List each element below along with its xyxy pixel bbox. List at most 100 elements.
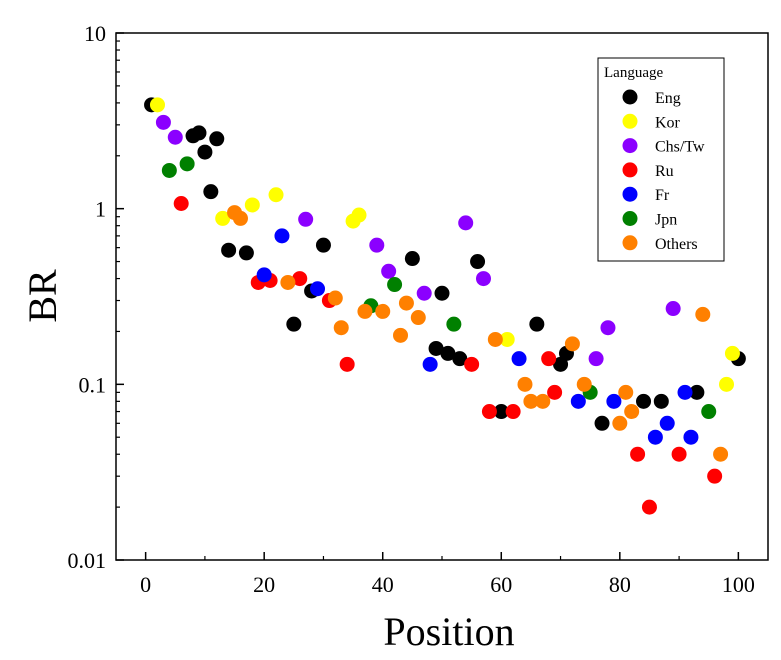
data-point-fr	[647, 429, 663, 445]
data-point-chs-tw	[167, 129, 183, 145]
data-point-eng	[440, 345, 456, 361]
data-point-ru	[641, 499, 657, 515]
data-point-others	[398, 295, 414, 311]
data-point-ru	[630, 446, 646, 462]
data-point-kor	[351, 207, 367, 223]
data-point-others	[535, 393, 551, 409]
data-point-fr	[659, 415, 675, 431]
x-tick-label: 40	[372, 572, 394, 597]
data-point-fr	[570, 393, 586, 409]
data-point-others	[393, 327, 409, 343]
data-point-kor	[149, 97, 165, 113]
data-point-chs-tw	[665, 301, 681, 317]
data-point-others	[713, 446, 729, 462]
data-point-others	[333, 320, 349, 336]
data-point-ru	[481, 404, 497, 420]
data-point-chs-tw	[588, 351, 604, 367]
data-point-ru	[671, 446, 687, 462]
data-point-ru	[505, 404, 521, 420]
data-point-others	[618, 384, 634, 400]
data-point-eng	[209, 131, 225, 147]
legend-box	[597, 57, 725, 262]
x-tick-label: 80	[609, 572, 631, 597]
data-point-others	[232, 210, 248, 226]
y-axis-title: BR	[20, 269, 65, 323]
x-tick-label: 100	[722, 572, 755, 597]
data-points	[144, 97, 746, 515]
data-point-jpn	[701, 404, 717, 420]
data-point-others	[523, 393, 539, 409]
data-point-fr	[683, 429, 699, 445]
y-tick-label: 0.1	[79, 372, 107, 397]
data-point-eng	[191, 125, 207, 141]
data-point-chs-tw	[369, 237, 385, 253]
y-tick-label: 1	[95, 197, 106, 222]
data-point-others	[517, 376, 533, 392]
data-point-eng	[286, 316, 302, 332]
data-point-jpn	[161, 162, 177, 178]
data-point-chs-tw	[458, 215, 474, 231]
data-point-kor	[215, 210, 231, 226]
legend-marker	[622, 235, 638, 251]
data-point-ru	[292, 271, 308, 287]
x-tick-label: 60	[490, 572, 512, 597]
legend-marker	[622, 138, 638, 154]
legend-label: Others	[655, 236, 698, 253]
data-point-fr	[511, 351, 527, 367]
data-point-ru	[547, 384, 563, 400]
legend-marker	[622, 162, 638, 178]
data-point-others	[280, 274, 296, 290]
data-point-others	[564, 336, 580, 352]
data-point-chs-tw	[381, 263, 397, 279]
legend-label: Ru	[655, 163, 674, 180]
data-point-chs-tw	[155, 114, 171, 130]
data-point-others	[410, 310, 426, 326]
data-point-kor	[724, 345, 740, 361]
data-point-fr	[256, 267, 272, 283]
data-point-others	[612, 415, 628, 431]
legend-marker	[622, 211, 638, 226]
data-point-eng	[452, 351, 468, 367]
data-point-chs-tw	[298, 211, 314, 227]
data-point-chs-tw	[416, 285, 432, 301]
data-point-others	[576, 376, 592, 392]
legend-label: Jpn	[655, 212, 677, 229]
data-point-eng	[238, 245, 254, 261]
data-point-eng	[203, 184, 219, 200]
legend-title: Language	[604, 65, 663, 81]
x-tick-label: 0	[140, 572, 151, 597]
data-point-eng	[434, 285, 450, 301]
x-tick-label: 20	[253, 572, 275, 597]
legend-label: Eng	[655, 90, 681, 107]
data-point-ru	[707, 468, 723, 484]
data-point-eng	[493, 404, 509, 420]
data-point-fr	[310, 281, 326, 297]
legend: Language Eng Kor Chs/Tw Ru Fr Jpn Others	[597, 57, 725, 262]
y-tick-label: 0.01	[68, 548, 107, 573]
data-point-others	[357, 303, 373, 319]
data-point-eng	[315, 237, 331, 253]
data-point-kor	[719, 376, 735, 392]
data-point-eng	[221, 242, 237, 258]
data-point-kor	[268, 187, 284, 203]
data-point-chs-tw	[600, 320, 616, 336]
data-point-ru	[173, 196, 189, 212]
data-point-ru	[541, 351, 557, 367]
y-axis: 10 1 0.1 0.01	[68, 21, 124, 573]
data-point-others	[695, 306, 711, 322]
data-point-jpn	[387, 277, 403, 293]
data-point-kor	[244, 197, 260, 213]
x-axis-title: Position	[383, 609, 514, 654]
data-point-others	[487, 331, 503, 347]
data-point-jpn	[446, 316, 462, 332]
data-point-fr	[422, 356, 438, 372]
legend-label: Fr	[655, 187, 670, 204]
legend-label: Chs/Tw	[655, 139, 705, 156]
data-point-eng	[594, 415, 610, 431]
legend-label: Kor	[655, 114, 681, 131]
data-point-eng	[529, 316, 545, 332]
data-point-ru	[339, 356, 355, 372]
data-point-others	[624, 404, 640, 420]
